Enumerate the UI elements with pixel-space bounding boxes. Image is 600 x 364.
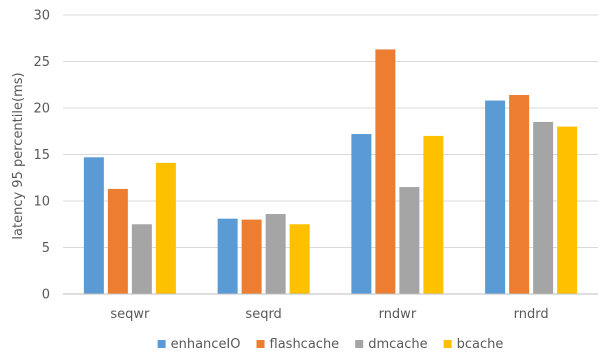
legend: enhanceIO flashcache dmcache bcache [157, 337, 504, 352]
bar-bcache-seqwr [155, 162, 176, 294]
legend-label: dmcache [368, 337, 427, 352]
bar-bcache-rndwr [423, 135, 444, 294]
bar-enhanceIO-seqrd [217, 218, 238, 294]
bar-flashcache-rndwr [375, 49, 396, 294]
gridlines [63, 14, 598, 248]
y-tick-label: 5 [42, 241, 50, 256]
y-tick-label: 10 [33, 195, 50, 210]
legend-swatch [157, 340, 166, 348]
x-tick-label: rndwr [379, 307, 417, 322]
y-tick-label: 25 [33, 55, 50, 70]
bar-flashcache-seqwr [107, 188, 128, 294]
legend-label: flashcache [270, 337, 340, 352]
legend-label: enhanceIO [171, 337, 241, 352]
legend-item: dmcache [355, 337, 428, 352]
bar-flashcache-rndrd [509, 94, 530, 294]
bar-dmcache-seqwr [131, 224, 152, 294]
legend-item: enhanceIO [157, 337, 241, 352]
x-tick-label: seqrd [245, 307, 281, 322]
y-tick-label: 15 [33, 148, 50, 163]
bar-enhanceIO-seqwr [83, 157, 104, 294]
x-tick-label: rndrd [514, 307, 549, 322]
bar-flashcache-seqrd [241, 219, 262, 294]
x-tick-label: seqwr [110, 307, 150, 322]
bar-bcache-rndrd [557, 126, 578, 294]
bar-dmcache-rndwr [399, 187, 420, 294]
axes: 0 5 10 15 20 25 30 seqwr seqrd rndwr rndrd [33, 9, 598, 322]
legend-label: bcache [457, 337, 504, 352]
y-tick-label: 0 [42, 288, 50, 303]
y-axis-title: latency 95 percentile(ms) [11, 72, 26, 239]
bar-dmcache-rndrd [533, 121, 554, 294]
legend-swatch [256, 340, 265, 348]
bars [83, 49, 578, 294]
legend-swatch [355, 340, 364, 348]
bar-bcache-seqrd [289, 224, 310, 294]
legend-swatch [443, 340, 452, 348]
y-tick-label: 30 [33, 9, 50, 24]
y-tick-label: 20 [33, 102, 50, 117]
bar-enhanceIO-rndrd [485, 100, 506, 294]
bar-dmcache-seqrd [265, 214, 286, 294]
legend-item: bcache [443, 337, 504, 352]
legend-item: flashcache [256, 337, 340, 352]
bar-enhanceIO-rndwr [351, 134, 372, 294]
